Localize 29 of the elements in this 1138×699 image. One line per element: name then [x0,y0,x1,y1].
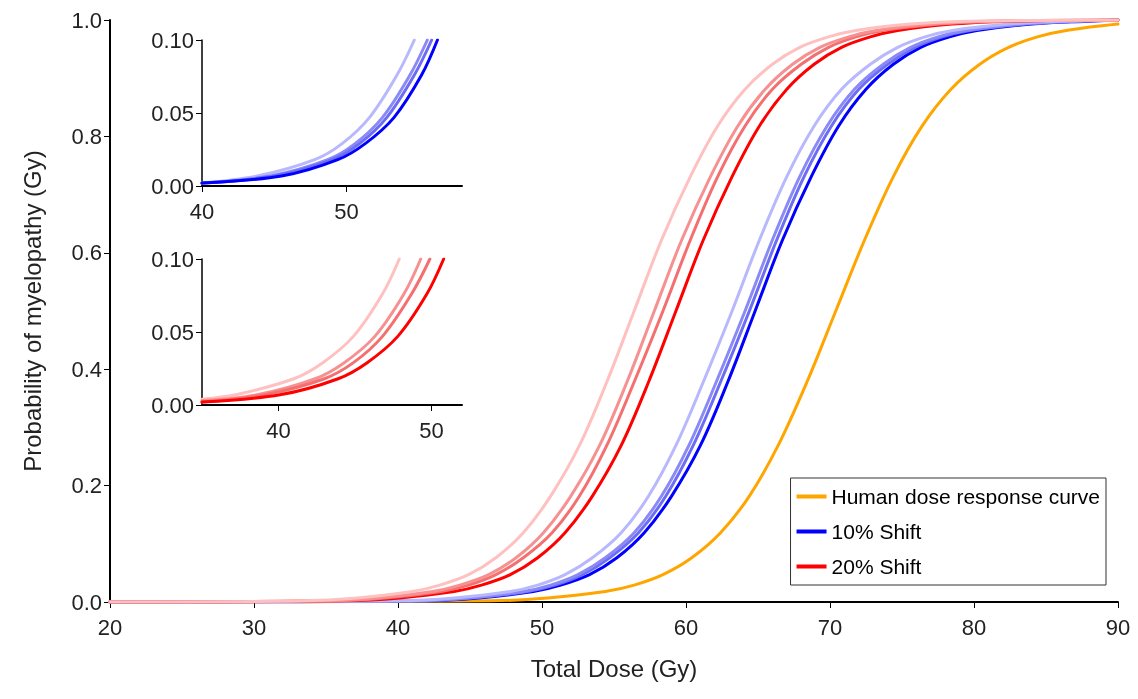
legend-label: 10% Shift [831,520,922,543]
x-tick-label: 90 [1105,614,1131,640]
x-tick-label: 40 [189,198,215,224]
y-tick-label: 0.05 [151,100,194,126]
y-tick-label: 0.2 [71,473,102,499]
y-tick-label: 0.0 [71,589,102,615]
x-tick-label: 40 [266,417,291,443]
legend-label: Human dose response curve [831,485,1101,508]
x-tick-label: 20 [97,614,123,640]
y-tick-label: 0.4 [71,356,102,382]
x-tick-label: 80 [961,614,987,640]
x-tick-label: 50 [419,417,444,443]
y-tick-label: 0.10 [151,27,194,53]
y-tick-label: 1.0 [71,7,102,33]
y-tick-label: 0.05 [151,319,194,345]
x-tick-label: 40 [385,614,411,640]
y-tick-label: 0.6 [71,240,102,266]
y-tick-label: 0.00 [151,173,194,199]
y-tick-label: 0.00 [151,392,194,418]
x-tick-label: 50 [529,614,555,640]
x-tick-label: 60 [673,614,699,640]
x-axis-title: Total Dose (Gy) [530,654,698,682]
y-tick-label: 0.10 [151,246,194,272]
x-tick-label: 70 [817,614,843,640]
y-axis-title: Probability of myelopathy (Gy) [18,150,46,472]
y-tick-label: 0.8 [71,123,102,149]
x-tick-label: 30 [241,614,267,640]
legend-label: 20% Shift [831,555,922,578]
x-tick-label: 50 [334,198,359,224]
